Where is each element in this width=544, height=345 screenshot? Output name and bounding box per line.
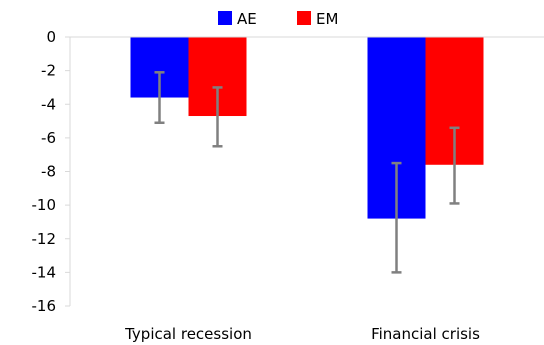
error-bars	[154, 71, 460, 274]
category-label: Financial crisis	[371, 325, 480, 343]
y-tick-label: -4	[41, 95, 56, 113]
y-tick-label: -16	[32, 297, 57, 315]
legend-swatch-em	[297, 11, 311, 25]
bars	[130, 37, 484, 219]
legend: AE EM	[218, 10, 338, 28]
x-axis: Typical recession Financial crisis	[70, 36, 544, 343]
category-label: Typical recession	[124, 325, 252, 343]
legend-label-em: EM	[316, 10, 338, 28]
y-tick-label: -2	[41, 62, 56, 80]
y-tick-label: -12	[32, 230, 57, 248]
y-tick-label: -6	[41, 129, 56, 147]
legend-label-ae: AE	[237, 10, 257, 28]
y-tick-label: 0	[46, 28, 56, 46]
legend-swatch-ae	[218, 11, 232, 25]
y-tick-label: -10	[32, 196, 57, 214]
y-axis: 0 -2 -4 -6 -8 -10 -12 -14 -16	[32, 28, 71, 315]
y-tick-label: -8	[41, 163, 56, 181]
y-tick-label: -14	[32, 263, 57, 281]
